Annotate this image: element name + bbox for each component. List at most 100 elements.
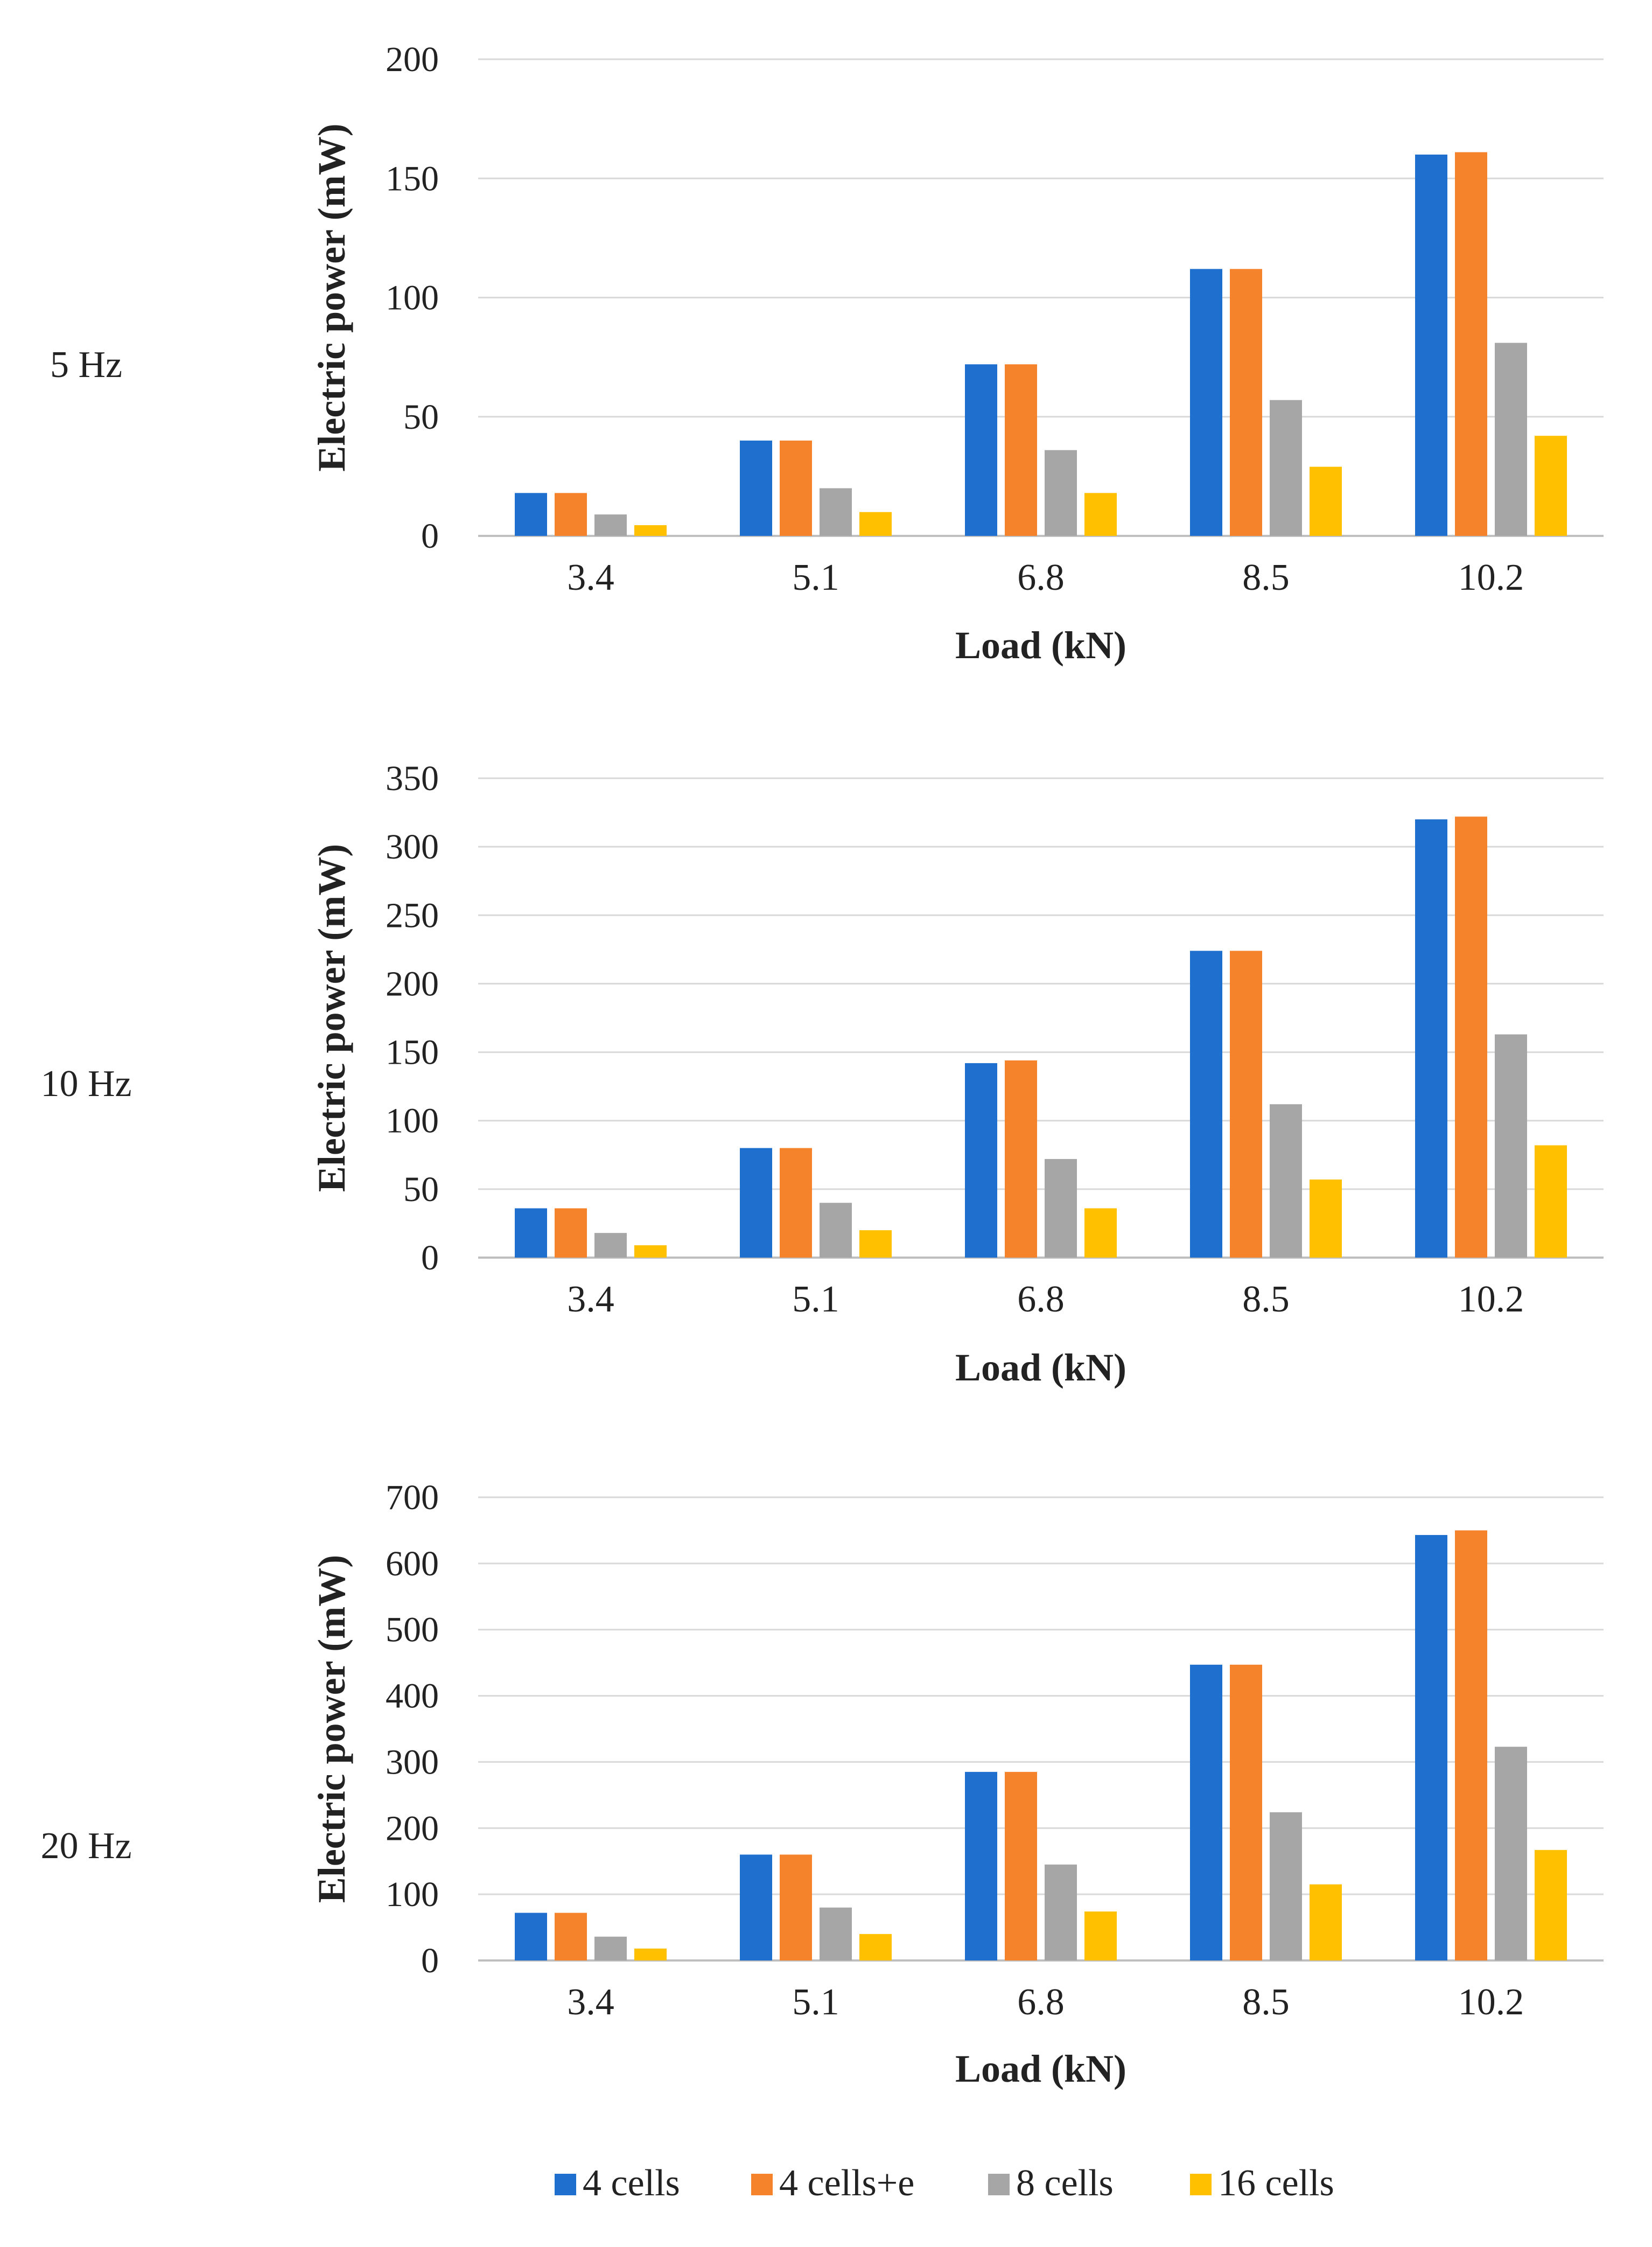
legend: 4 cells 4 cells+e 8 cells 16 cells (555, 2162, 1334, 2204)
bar-8-cells-6-8 (1045, 1864, 1077, 1960)
legend-swatch (988, 2174, 1010, 2195)
y-tick-label: 0 (421, 1238, 439, 1278)
x-tick-label: 8.5 (1242, 557, 1290, 598)
y-axis-label: Electric power (mW) (310, 844, 353, 1192)
bar-8-cells-10-2 (1495, 343, 1527, 536)
y-tick-label: 350 (386, 759, 439, 798)
bar-8-cells-10-2 (1495, 1034, 1527, 1258)
y-tick-label: 250 (386, 896, 439, 935)
bar-4-cells-10-2 (1415, 819, 1447, 1258)
bar-8-cells-8-5 (1270, 1104, 1302, 1258)
x-tick-label: 3.4 (567, 557, 614, 598)
bar-16-cells-10-2 (1535, 436, 1567, 536)
legend-label: 4 cells (583, 2162, 680, 2204)
bar-4-cells-e-5-1 (780, 1148, 812, 1258)
bar-4-cells-10-2 (1415, 1535, 1447, 1960)
x-axis-label: Load (kN) (955, 2047, 1126, 2090)
bar-4-cells-e-6-8 (1005, 1771, 1037, 1960)
legend-swatch (555, 2174, 576, 2195)
y-axis-label: Electric power (mW) (310, 123, 353, 471)
x-tick-label: 5.1 (792, 557, 839, 598)
bar-4-cells-e-3-4 (555, 1913, 587, 1960)
y-tick-label: 100 (386, 1101, 439, 1141)
bar-16-cells-8-5 (1310, 1884, 1342, 1960)
x-tick-label: 6.8 (1017, 1279, 1065, 1320)
panel-label: 10 Hz (40, 1063, 131, 1105)
x-tick-label: 3.4 (567, 1279, 614, 1320)
bar-4-cells-e-6-8 (1005, 364, 1037, 536)
panel-label: 5 Hz (50, 344, 122, 386)
bar-4-cells-e-5-1 (780, 441, 812, 536)
bar-8-cells-5-1 (820, 1203, 852, 1258)
bar-8-cells-6-8 (1045, 1159, 1077, 1258)
bar-16-cells-3-4 (634, 525, 667, 536)
bar-4-cells-e-5-1 (780, 1854, 812, 1960)
bar-16-cells-3-4 (634, 1948, 667, 1960)
legend-label: 4 cells+e (779, 2162, 914, 2204)
x-tick-label: 5.1 (792, 1981, 839, 2023)
y-tick-label: 200 (386, 964, 439, 1003)
x-tick-label: 6.8 (1017, 1981, 1065, 2023)
y-tick-label: 500 (386, 1610, 439, 1650)
legend-item-4-cells-e: 4 cells+e (751, 2162, 914, 2204)
y-tick-label: 0 (421, 517, 439, 556)
y-tick-label: 200 (386, 40, 439, 79)
legend-item-4-cells: 4 cells (555, 2162, 680, 2204)
x-tick-label: 6.8 (1017, 557, 1065, 598)
legend-item-8-cells: 8 cells (988, 2162, 1114, 2204)
bar-8-cells-3-4 (594, 1233, 627, 1258)
bar-8-cells-6-8 (1045, 450, 1077, 536)
bar-8-cells-8-5 (1270, 400, 1302, 536)
bar-4-cells-e-3-4 (555, 1208, 587, 1258)
y-tick-label: 150 (386, 159, 439, 198)
chart-panel-20-hz: 0 100 200 300 400 500 600 700 3.4 5.1 6.8 8.5 10.2 Lo… (40, 1478, 1604, 2090)
bar-16-cells-5-1 (859, 512, 892, 536)
bar-4-cells-3-4 (515, 1913, 547, 1960)
bar-4-cells-5-1 (740, 1854, 772, 1960)
y-tick-label: 600 (386, 1544, 439, 1583)
legend-swatch (1190, 2174, 1212, 2195)
bar-4-cells-e-8-5 (1230, 269, 1262, 536)
bar-4-cells-e-3-4 (555, 493, 587, 536)
bar-4-cells-6-8 (965, 364, 997, 536)
bar-4-cells-e-10-2 (1455, 152, 1487, 536)
bar-8-cells-5-1 (820, 488, 852, 536)
bar-8-cells-10-2 (1495, 1747, 1527, 1960)
x-tick-label: 5.1 (792, 1279, 839, 1320)
y-tick-label: 300 (386, 827, 439, 867)
bar-4-cells-e-8-5 (1230, 1664, 1262, 1960)
bar-16-cells-6-8 (1084, 1911, 1117, 1960)
legend-label: 16 cells (1218, 2162, 1334, 2204)
bar-16-cells-8-5 (1310, 1180, 1342, 1258)
y-tick-label: 400 (386, 1677, 439, 1716)
bar-16-cells-6-8 (1084, 1208, 1117, 1258)
x-tick-label: 8.5 (1242, 1981, 1290, 2023)
bar-4-cells-5-1 (740, 441, 772, 536)
y-tick-label: 50 (403, 1170, 439, 1209)
bar-4-cells-10-2 (1415, 155, 1447, 536)
chart-panel-5-hz: 0 50 100 150 200 3.4 5.1 6.8 8.5 10.2 Load (kN) Ele… (50, 40, 1604, 667)
bar-16-cells-8-5 (1310, 466, 1342, 536)
legend-item-16-cells: 16 cells (1190, 2162, 1334, 2204)
bar-8-cells-3-4 (594, 1936, 627, 1960)
bar-4-cells-3-4 (515, 493, 547, 536)
bar-4-cells-8-5 (1190, 269, 1222, 536)
y-tick-label: 50 (403, 397, 439, 437)
bar-4-cells-e-8-5 (1230, 951, 1262, 1258)
chart-panels: 0 50 100 150 200 3.4 5.1 6.8 8.5 10.2 Load (kN) Ele… (40, 40, 1604, 2090)
y-tick-label: 100 (386, 1875, 439, 1914)
bar-8-cells-5-1 (820, 1907, 852, 1960)
bar-16-cells-6-8 (1084, 493, 1117, 536)
x-axis-label: Load (kN) (955, 1346, 1126, 1389)
bar-4-cells-e-10-2 (1455, 1530, 1487, 1960)
bar-4-cells-e-6-8 (1005, 1060, 1037, 1258)
bar-16-cells-5-1 (859, 1230, 892, 1258)
legend-label: 8 cells (1016, 2162, 1114, 2204)
x-tick-label: 10.2 (1458, 1279, 1524, 1320)
y-tick-label: 0 (421, 1941, 439, 1980)
x-tick-label: 10.2 (1458, 557, 1524, 598)
bar-16-cells-3-4 (634, 1245, 667, 1258)
x-tick-label: 10.2 (1458, 1981, 1524, 2023)
x-axis-label: Load (kN) (955, 624, 1126, 667)
